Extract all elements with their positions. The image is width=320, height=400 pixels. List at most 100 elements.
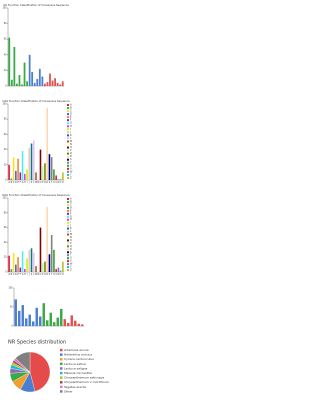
legend-swatch <box>60 385 63 389</box>
legend-label: O <box>70 146 72 149</box>
legend-label: W <box>70 263 73 266</box>
x-tick-label: O <box>40 273 42 276</box>
x-tick-label: Q <box>44 273 46 276</box>
x-tick-label: B <box>11 181 13 184</box>
legend-label: Cynara cardunculus <box>64 357 94 361</box>
legend-swatch <box>67 167 69 170</box>
bar <box>18 310 21 326</box>
bar <box>21 305 24 326</box>
legend-swatch <box>67 164 69 167</box>
y-tick-label: 60 <box>4 133 7 136</box>
bar <box>59 84 62 86</box>
y-tick-label: 100 <box>8 287 13 290</box>
x-tick-label: Y <box>60 181 62 184</box>
bar <box>26 81 28 86</box>
bar <box>41 76 44 86</box>
x-tick-label: R <box>46 273 48 276</box>
x-tick-label: K <box>31 273 33 276</box>
legend-swatch <box>67 266 69 269</box>
bar <box>28 54 31 86</box>
y-tick-label: 100 <box>2 7 7 10</box>
bar <box>46 82 49 86</box>
legend-swatch <box>67 173 69 176</box>
bar <box>46 206 48 272</box>
y-tick-label: 50 <box>10 306 13 309</box>
legend-label: Tagetes erecta <box>63 385 86 389</box>
x-tick-label: F <box>20 273 22 276</box>
y-tick-label: 40 <box>4 148 7 151</box>
y-tick-label: 100 <box>2 103 7 106</box>
bar <box>19 172 22 180</box>
legend-swatch <box>67 203 69 206</box>
bar <box>39 316 42 326</box>
bar <box>59 270 62 272</box>
bar <box>42 303 45 326</box>
bar <box>57 267 60 272</box>
chart-title: KOG Function Classification of Consensus… <box>2 193 70 197</box>
legend-label: V <box>70 260 72 263</box>
legend-swatch <box>67 198 69 200</box>
x-tick-label: D <box>15 273 17 276</box>
legend-swatch <box>60 353 63 356</box>
bar <box>23 62 26 86</box>
x-tick-label: A <box>8 181 10 184</box>
bar <box>33 82 36 86</box>
bar <box>16 83 18 86</box>
bar <box>81 324 84 326</box>
legend-label: Y <box>70 173 72 176</box>
bar <box>56 82 59 86</box>
bar <box>41 263 44 272</box>
x-tick-label: M <box>35 273 37 276</box>
legend-label: S <box>70 158 72 161</box>
bar <box>37 178 40 180</box>
legend-swatch <box>67 122 69 125</box>
y-tick-label: 60 <box>4 38 7 41</box>
bar <box>24 173 26 180</box>
legend-swatch <box>67 143 69 146</box>
legend-label: Z <box>70 269 72 272</box>
legend-label: K <box>70 134 72 137</box>
x-tick-label: R <box>46 181 48 184</box>
x-tick-label: S <box>49 273 51 276</box>
legend-swatch <box>60 367 63 370</box>
x-tick-label: P <box>42 273 44 276</box>
bar <box>8 255 10 272</box>
x-tick-label: Q <box>44 181 46 184</box>
x-tick-label: W <box>57 181 60 184</box>
bar <box>62 172 64 180</box>
x-tick-label: K <box>31 181 33 184</box>
bar <box>28 249 31 272</box>
legend-label: Z <box>70 176 72 179</box>
legend-label: Other <box>64 389 73 393</box>
bar <box>56 317 59 326</box>
legend-swatch <box>67 257 69 260</box>
bar <box>60 308 63 326</box>
legend-swatch <box>67 131 69 134</box>
bar <box>53 322 56 326</box>
legend-label: G <box>70 122 72 125</box>
legend-label: H <box>70 125 72 128</box>
x-tick-label: P <box>42 181 44 184</box>
legend-label: E <box>70 116 72 119</box>
legend-swatch <box>67 209 69 212</box>
legend-swatch <box>60 390 63 393</box>
chart-title: COG Function Classification of Consensus… <box>2 99 70 103</box>
x-tick-label: G <box>22 273 24 276</box>
x-tick-label: M <box>35 181 37 184</box>
legend-label: Lactuca sativa <box>64 362 86 366</box>
legend-swatch <box>60 358 63 361</box>
bar <box>37 271 40 272</box>
bar <box>44 261 46 272</box>
bar <box>8 164 10 180</box>
legend-label: K <box>70 227 72 230</box>
x-tick-label: J <box>28 181 30 184</box>
y-tick-label: 0 <box>5 271 7 274</box>
x-tick-label: C <box>13 181 15 184</box>
x-tick-label: T <box>51 273 53 276</box>
pie-slice <box>29 351 51 392</box>
legend-label: T <box>70 254 72 257</box>
legend-label: F <box>70 119 72 122</box>
bar <box>21 84 23 86</box>
y-tick-label: 0 <box>5 179 7 182</box>
legend-label: I <box>70 128 71 131</box>
